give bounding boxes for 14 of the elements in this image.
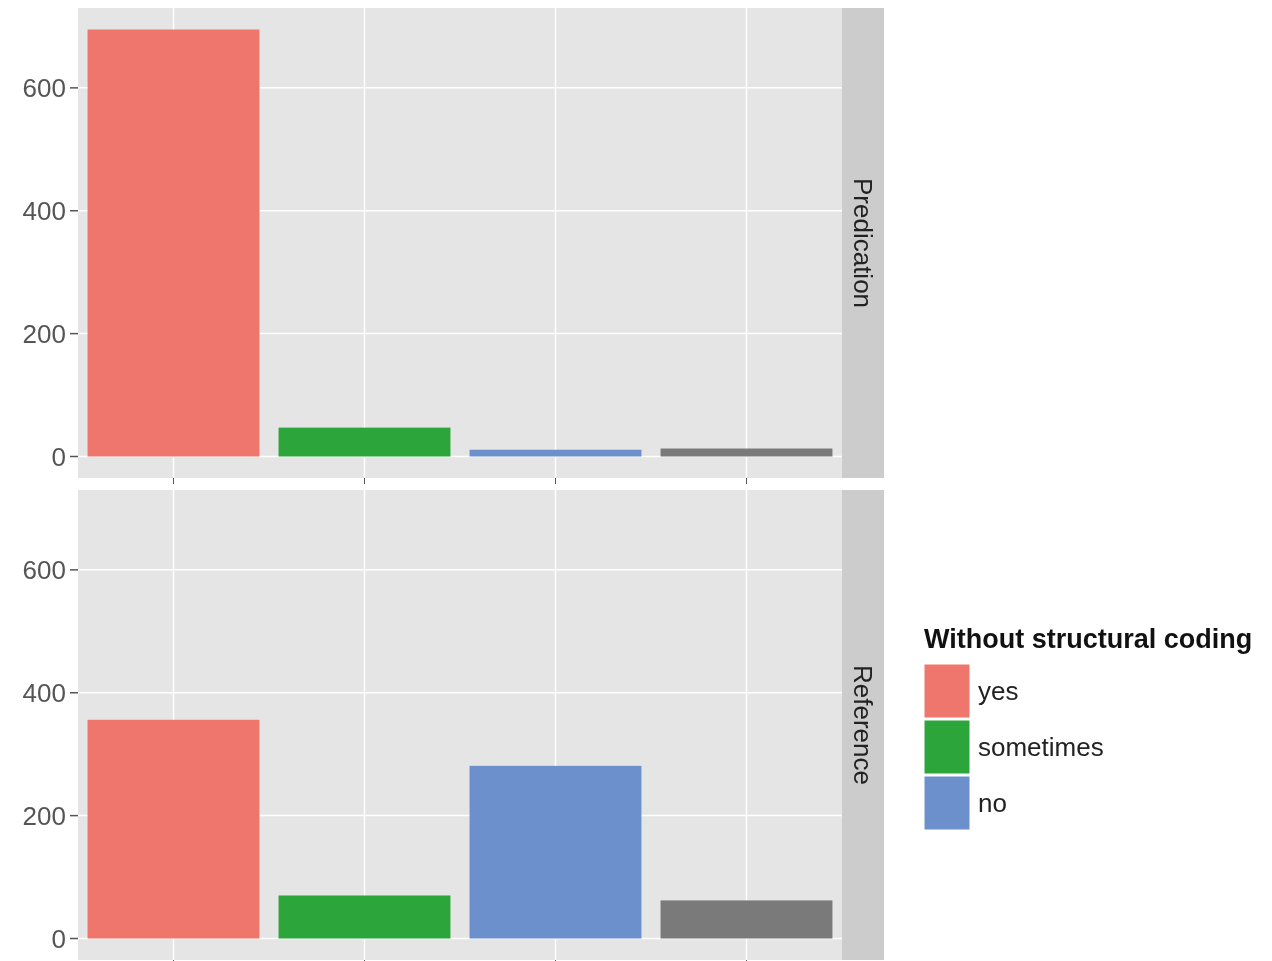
y-tick-label: 200 [22, 318, 66, 349]
legend-label: yes [978, 676, 1019, 707]
text: Reference [847, 665, 878, 785]
legend-title: Without structural coding [924, 624, 1253, 654]
y-tick-label: 200 [22, 800, 66, 831]
legend-label: no [978, 788, 1007, 819]
y-tick-label: 400 [22, 677, 66, 708]
y-tick-label: 0 [51, 923, 66, 954]
y-tick-label: 400 [22, 195, 66, 226]
y-tick-label: 600 [22, 72, 66, 103]
text: Predication [847, 177, 878, 309]
y-tick-label: 0 [51, 441, 66, 472]
y-tick-label: 600 [22, 554, 66, 585]
legend-label: sometimes [978, 732, 1104, 763]
